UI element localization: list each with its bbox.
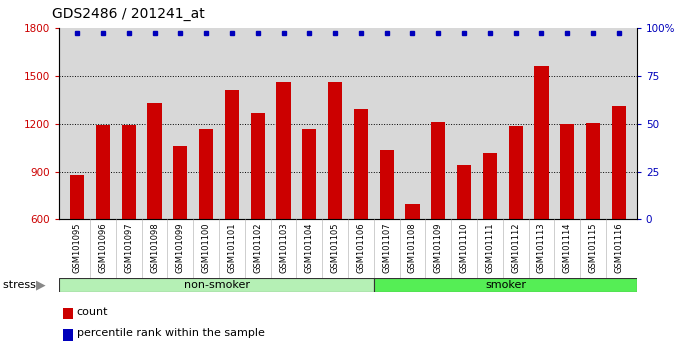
Bar (354, 109, 368, 219)
Text: GSM101105: GSM101105 (331, 222, 340, 273)
Text: GDS2486 / 201241_at: GDS2486 / 201241_at (52, 7, 205, 21)
Bar (509, 126, 523, 219)
Text: GSM101114: GSM101114 (562, 222, 571, 273)
Text: GSM101100: GSM101100 (202, 222, 211, 273)
Text: GSM101098: GSM101098 (150, 222, 159, 273)
Text: GSM101099: GSM101099 (176, 222, 185, 273)
Bar (96, 125, 110, 219)
Text: GSM101096: GSM101096 (99, 222, 107, 273)
Text: GSM101101: GSM101101 (228, 222, 237, 273)
Text: GSM101104: GSM101104 (305, 222, 314, 273)
Bar (225, 90, 239, 219)
Bar (612, 106, 626, 219)
Text: GSM101106: GSM101106 (356, 222, 365, 273)
Bar (251, 113, 265, 219)
Text: GSM101108: GSM101108 (408, 222, 417, 273)
Text: GSM101097: GSM101097 (125, 222, 134, 273)
Text: GSM101112: GSM101112 (511, 222, 520, 273)
Bar (483, 153, 497, 219)
Bar (431, 122, 445, 219)
Bar (374, 278, 637, 292)
Text: GSM101107: GSM101107 (382, 222, 391, 273)
Text: GSM101111: GSM101111 (485, 222, 494, 273)
Bar (148, 103, 161, 219)
Bar (586, 123, 600, 219)
Bar (328, 82, 342, 219)
Text: percentile rank within the sample: percentile rank within the sample (77, 328, 264, 338)
Text: count: count (77, 307, 108, 316)
Bar (379, 150, 394, 219)
Text: GSM101115: GSM101115 (589, 222, 597, 273)
Text: non-smoker: non-smoker (184, 280, 250, 290)
Text: GSM101116: GSM101116 (615, 222, 624, 273)
Bar (70, 175, 84, 219)
Bar (405, 204, 420, 219)
Bar (457, 165, 471, 219)
Text: GSM101109: GSM101109 (434, 222, 443, 273)
Text: GSM101110: GSM101110 (459, 222, 468, 273)
Text: GSM101102: GSM101102 (253, 222, 262, 273)
Bar (199, 130, 213, 219)
Text: ▶: ▶ (36, 279, 46, 291)
Text: stress: stress (3, 280, 40, 290)
Bar (302, 130, 317, 219)
Text: GSM101113: GSM101113 (537, 222, 546, 273)
Bar (276, 82, 291, 219)
Bar (535, 66, 548, 219)
Bar (173, 146, 187, 219)
Bar (59, 278, 374, 292)
Text: smoker: smoker (485, 280, 526, 290)
Text: GSM101095: GSM101095 (72, 222, 81, 273)
Bar (560, 124, 574, 219)
Bar (122, 126, 136, 219)
Text: GSM101103: GSM101103 (279, 222, 288, 273)
